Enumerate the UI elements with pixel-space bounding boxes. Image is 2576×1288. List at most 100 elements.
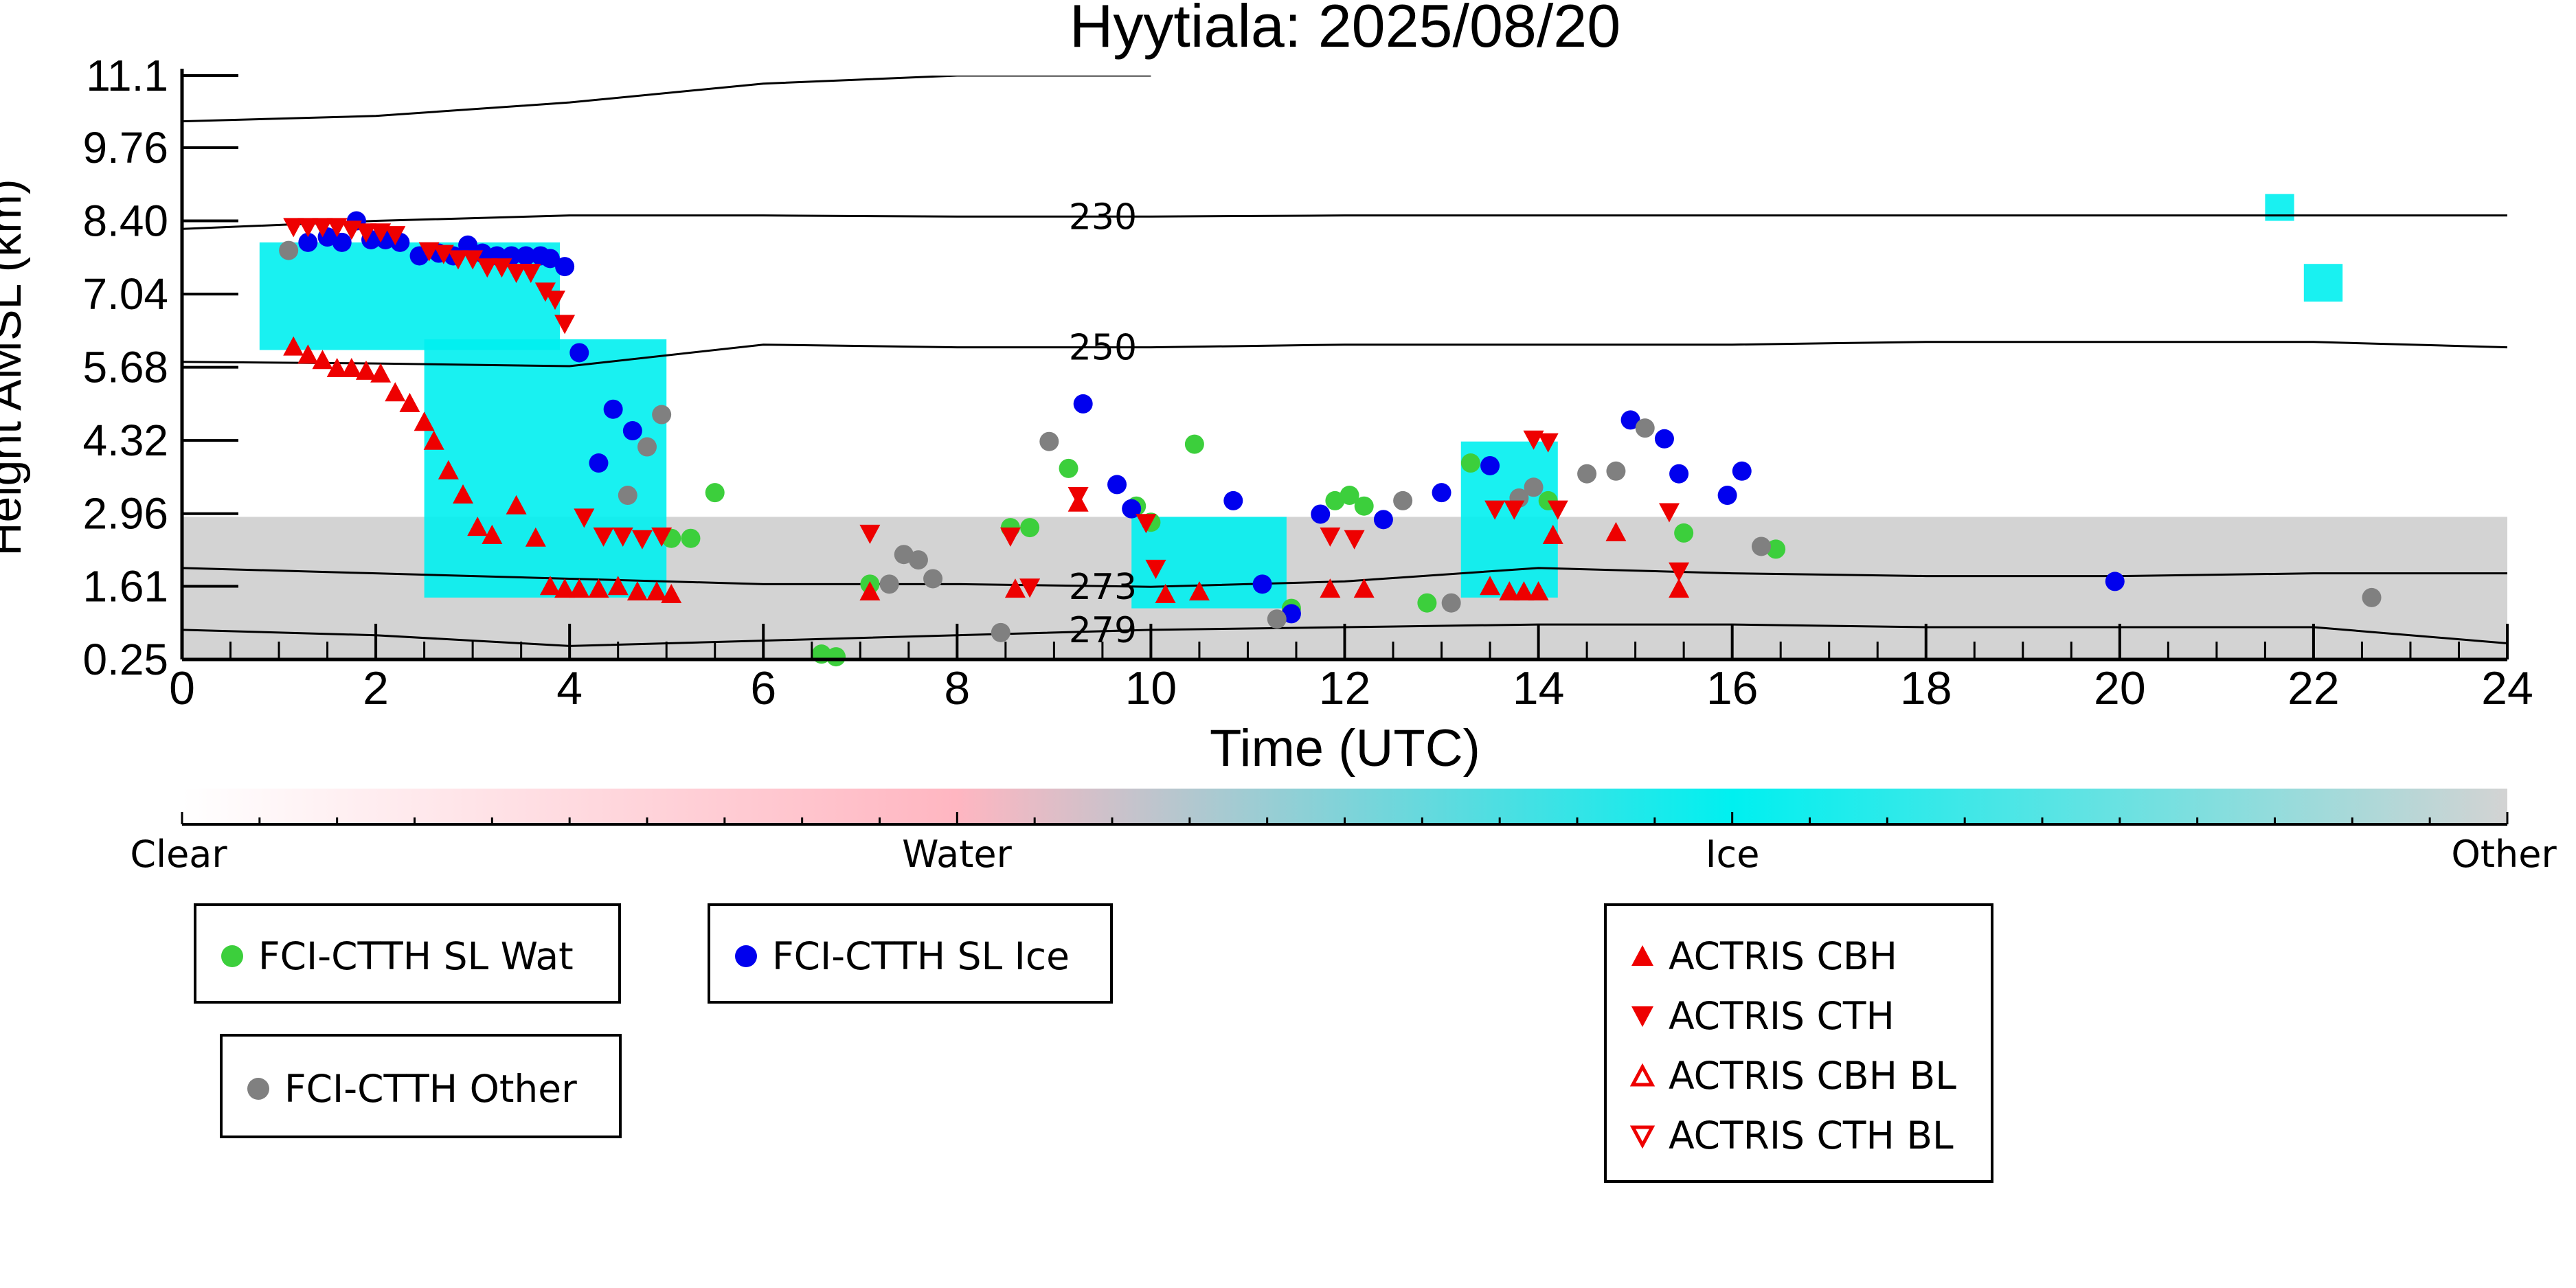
data-point	[1484, 500, 1506, 520]
legend-fci-ice: FCI-CTTH SL Ice	[708, 903, 1113, 1004]
data-point	[1281, 604, 1301, 624]
legend-actris: ACTRIS CBH ACTRIS CTH ACTRIS CBH BL ACTR…	[1604, 903, 1993, 1183]
data-point	[414, 411, 435, 431]
data-point	[1311, 504, 1331, 524]
data-point	[539, 576, 561, 596]
data-point	[447, 250, 468, 270]
data-point	[399, 392, 420, 412]
data-point	[1320, 527, 1341, 547]
data-point	[1145, 559, 1166, 579]
data-point	[1432, 483, 1451, 503]
data-point	[1122, 499, 1142, 519]
data-point	[1340, 486, 1359, 506]
data-point	[1542, 524, 1563, 544]
data-point	[341, 357, 362, 377]
data-point	[1669, 562, 1690, 582]
x-tick-label: 24	[2481, 662, 2533, 714]
data-point	[1325, 490, 1345, 510]
data-point	[603, 399, 623, 419]
data-point	[1513, 581, 1535, 601]
y-tick-label: 2.96	[82, 489, 168, 539]
data-point	[418, 242, 440, 262]
data-point	[283, 336, 304, 356]
y-tick-label: 5.68	[82, 343, 168, 392]
legend-label: FCI-CTTH SL Ice	[772, 934, 1070, 978]
data-point	[1107, 475, 1127, 495]
data-point	[520, 263, 541, 283]
colorbar-label-other: Other	[2451, 833, 2557, 876]
data-point	[312, 218, 333, 238]
data-point	[1658, 503, 1680, 523]
data-point	[1669, 578, 1690, 598]
data-point	[370, 363, 392, 383]
x-tick-label: 0	[169, 662, 195, 714]
y-tick-label: 11.1	[86, 51, 168, 100]
data-point	[1004, 578, 1026, 598]
red-open-triangle-down-icon	[1629, 1125, 1656, 1149]
data-point	[1136, 514, 1157, 534]
legend-entry: ACTRIS CBH BL	[1627, 1054, 1956, 1098]
colorbar-label-water: Water	[902, 833, 1012, 876]
data-point	[385, 382, 406, 402]
data-point	[326, 357, 348, 377]
data-point	[1577, 464, 1597, 484]
data-point	[1480, 455, 1500, 475]
ice-cloud-region	[424, 339, 667, 598]
data-point	[1732, 461, 1752, 481]
data-point	[1184, 434, 1204, 454]
data-point	[1499, 581, 1520, 601]
data-point	[923, 569, 943, 589]
data-point	[1039, 431, 1059, 451]
x-tick-label: 4	[556, 662, 583, 714]
data-point	[859, 524, 881, 544]
colorbar-label-clear: Clear	[130, 833, 227, 876]
data-point	[298, 232, 318, 252]
legend-label: ACTRIS CTH	[1669, 994, 1895, 1038]
data-point	[355, 360, 376, 380]
data-point	[652, 405, 672, 425]
data-point	[646, 581, 668, 601]
x-axis-label: Time (UTC)	[1210, 719, 1480, 778]
data-point	[1353, 578, 1375, 598]
data-point	[1751, 536, 1771, 556]
data-point	[1393, 490, 1413, 510]
isotherm-label: 230	[1069, 196, 1137, 238]
chart-title: Hyytiala: 2025/08/20	[1070, 0, 1620, 60]
data-point	[1155, 583, 1176, 603]
x-tick-label: 8	[944, 662, 970, 714]
data-point	[1059, 458, 1078, 478]
legend-entry: FCI-CTTH SL Wat	[217, 934, 574, 978]
data-point	[1654, 429, 1674, 449]
x-tick-label: 16	[1706, 662, 1759, 714]
isotherm-line	[182, 341, 2507, 368]
data-point	[894, 545, 914, 565]
x-tick-label: 20	[2094, 662, 2146, 714]
data-point	[516, 246, 536, 266]
data-point	[1669, 464, 1689, 484]
data-point	[297, 218, 319, 238]
data-point	[1252, 574, 1272, 594]
data-point	[1067, 487, 1089, 507]
data-point	[879, 574, 899, 594]
data-point	[326, 218, 348, 238]
data-point	[554, 315, 576, 335]
legend-label: FCI-CTTH SL Wat	[258, 934, 574, 978]
x-tick-label: 18	[1900, 662, 1952, 714]
x-tick-label: 6	[750, 662, 776, 714]
data-point	[2362, 587, 2382, 607]
data-point	[491, 258, 512, 278]
data-point	[355, 223, 376, 243]
data-point	[1460, 453, 1480, 473]
legend-entry: FCI-CTTH SL Ice	[731, 934, 1070, 978]
data-point	[1188, 581, 1210, 601]
data-point	[385, 226, 406, 246]
plot-axes: 0 2 4 6 8 10 12 14 16 18 20 22 240.251.612.964.325.6…	[82, 51, 2533, 714]
data-point	[1504, 500, 1525, 520]
y-tick-label: 7.04	[82, 269, 168, 319]
data-point	[631, 530, 653, 550]
data-point	[569, 578, 590, 598]
data-point	[1524, 477, 1544, 497]
data-point	[612, 527, 633, 547]
data-point	[991, 622, 1010, 642]
data-point	[1537, 433, 1559, 453]
